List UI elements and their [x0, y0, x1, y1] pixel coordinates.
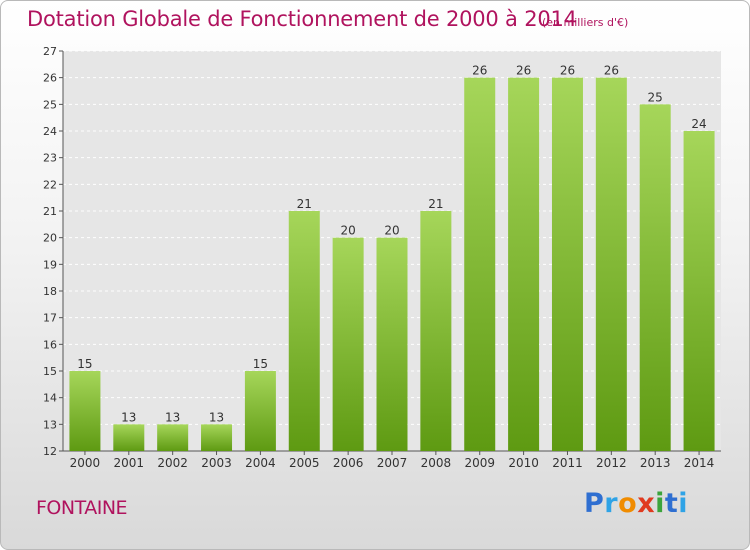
logo-letter: i [678, 488, 689, 519]
data-label-2009: 26 [472, 64, 487, 78]
x-tick-label-2005: 2005 [289, 456, 320, 470]
data-label-2007: 20 [384, 224, 399, 238]
y-tick-label: 17 [43, 312, 57, 325]
y-tick-label: 22 [43, 178, 57, 191]
data-label-2010: 26 [516, 64, 531, 78]
x-tick-label-2003: 2003 [201, 456, 232, 470]
x-tick-label-2012: 2012 [596, 456, 627, 470]
bar-2013 [639, 104, 671, 451]
logo-letter: x [637, 488, 656, 519]
x-tick-label-2002: 2002 [157, 456, 188, 470]
data-label-2000: 15 [77, 357, 92, 371]
y-tick-label: 24 [43, 125, 57, 138]
x-tick-label-2011: 2011 [552, 456, 583, 470]
logo-letter: t [664, 488, 679, 519]
data-label-2005: 21 [297, 197, 312, 211]
bar-2008 [420, 211, 452, 451]
y-tick-label: 23 [43, 152, 57, 165]
y-tick-label: 21 [43, 205, 57, 218]
proxiti-logo: Proxiti [584, 488, 688, 519]
data-label-2003: 13 [209, 410, 224, 424]
x-tick-label-2006: 2006 [333, 456, 364, 470]
bar-2003 [201, 424, 233, 451]
bar-2000 [69, 371, 101, 451]
bar-2004 [244, 371, 276, 451]
data-label-2008: 21 [428, 197, 443, 211]
bar-2001 [113, 424, 145, 451]
bar-2007 [376, 237, 408, 451]
data-label-2004: 15 [253, 357, 268, 371]
y-tick-label: 13 [43, 418, 57, 431]
data-label-2006: 20 [340, 224, 355, 238]
bar-2009 [464, 77, 496, 452]
bar-2006 [332, 237, 364, 451]
data-label-2001: 13 [121, 410, 136, 424]
logo-letter: r [604, 488, 619, 519]
x-tick-label-2013: 2013 [640, 456, 671, 470]
bar-2012 [595, 77, 627, 452]
x-tick-label-2004: 2004 [245, 456, 276, 470]
x-tick-label-2008: 2008 [421, 456, 452, 470]
data-label-2014: 24 [691, 117, 706, 131]
x-tick-label-2010: 2010 [508, 456, 539, 470]
data-label-2002: 13 [165, 410, 180, 424]
y-tick-label: 26 [43, 72, 57, 85]
bar-2002 [157, 424, 189, 451]
x-tick-label-2001: 2001 [114, 456, 145, 470]
logo-letter: P [584, 488, 605, 519]
bar-2005 [288, 211, 320, 451]
x-tick-label-2009: 2009 [464, 456, 495, 470]
y-tick-label: 20 [43, 232, 57, 245]
x-tick-label-2007: 2007 [377, 456, 408, 470]
y-tick-label: 14 [43, 392, 57, 405]
y-tick-label: 15 [43, 365, 57, 378]
y-tick-label: 12 [43, 445, 57, 458]
chart-title: Dotation Globale de Fonctionnement de 20… [27, 7, 577, 31]
data-label-2011: 26 [560, 64, 575, 78]
bar-2011 [551, 77, 583, 452]
bar-2014 [683, 131, 715, 451]
y-tick-label: 18 [43, 285, 57, 298]
logo-letter: i [655, 488, 665, 519]
y-tick-label: 19 [43, 258, 57, 271]
x-tick-label-2014: 2014 [684, 456, 715, 470]
logo-letter: o [618, 488, 638, 519]
chart-subtitle: (en milliers d'€) [542, 16, 629, 29]
y-tick-label: 25 [43, 98, 57, 111]
data-label-2012: 26 [604, 64, 619, 78]
bar-2010 [508, 77, 540, 452]
x-tick-label-2000: 2000 [70, 456, 101, 470]
y-tick-label: 27 [43, 45, 57, 58]
data-label-2013: 25 [648, 90, 663, 104]
place-name: FONTAINE [36, 497, 128, 519]
y-tick-label: 16 [43, 338, 57, 351]
